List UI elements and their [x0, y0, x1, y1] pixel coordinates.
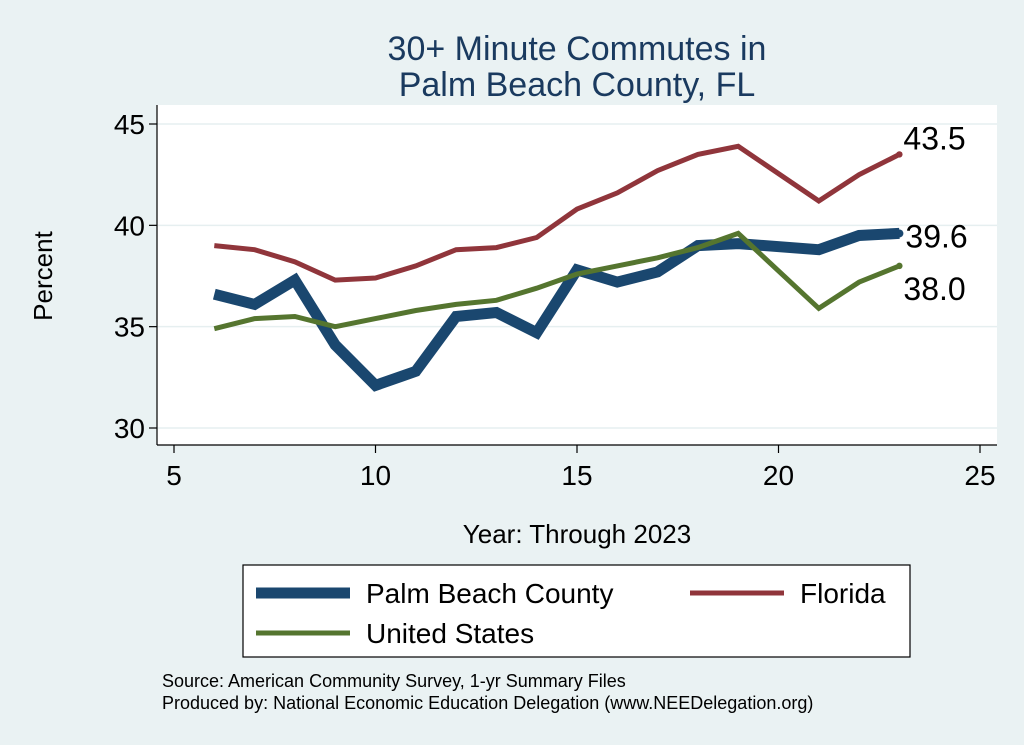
- source-note: Source: American Community Survey, 1-yr …: [162, 671, 626, 691]
- chart-title-line-1: 30+ Minute Commutes in: [388, 30, 767, 68]
- axis-layer: 30 35 40 45 5 10 15 20 25: [114, 105, 997, 491]
- x-tick-label: 20: [763, 460, 794, 491]
- legend-label-united-states: United States: [366, 618, 534, 649]
- y-tick-label: 35: [114, 312, 145, 343]
- end-label-palm-beach-county: 39.6: [905, 218, 967, 254]
- x-tick-label: 10: [360, 460, 391, 491]
- series-line-florida: [214, 143, 901, 283]
- end-point-united-states: [896, 262, 903, 270]
- end-label-layer: 39.6 43.5 38.0: [903, 120, 967, 306]
- series-layer: [212, 143, 904, 392]
- x-tick-label: 15: [561, 460, 592, 491]
- grid-layer: [157, 123, 997, 429]
- y-tick-label: 30: [114, 413, 145, 444]
- legend: Palm Beach County Florida United States: [242, 564, 911, 658]
- x-tick-label: 5: [166, 460, 182, 491]
- end-point-florida: [896, 151, 903, 158]
- y-axis-title: Percent: [28, 230, 58, 320]
- producer-note: Produced by: National Economic Education…: [162, 693, 813, 713]
- end-label-united-states: 38.0: [903, 271, 965, 307]
- end-label-florida: 43.5: [903, 120, 965, 156]
- legend-label-palm-beach-county: Palm Beach County: [366, 578, 613, 609]
- legend-box: [242, 564, 911, 658]
- y-tick-label: 40: [114, 210, 145, 241]
- chart-title-line-2: Palm Beach County, FL: [399, 66, 756, 104]
- x-axis-title: Year: Through 2023: [463, 519, 691, 549]
- legend-label-florida: Florida: [800, 578, 886, 609]
- x-tick-label: 25: [964, 460, 995, 491]
- end-point-palm-beach-county: [895, 229, 904, 238]
- y-tick-label: 45: [114, 109, 145, 140]
- series-line-united-states: [213, 230, 901, 332]
